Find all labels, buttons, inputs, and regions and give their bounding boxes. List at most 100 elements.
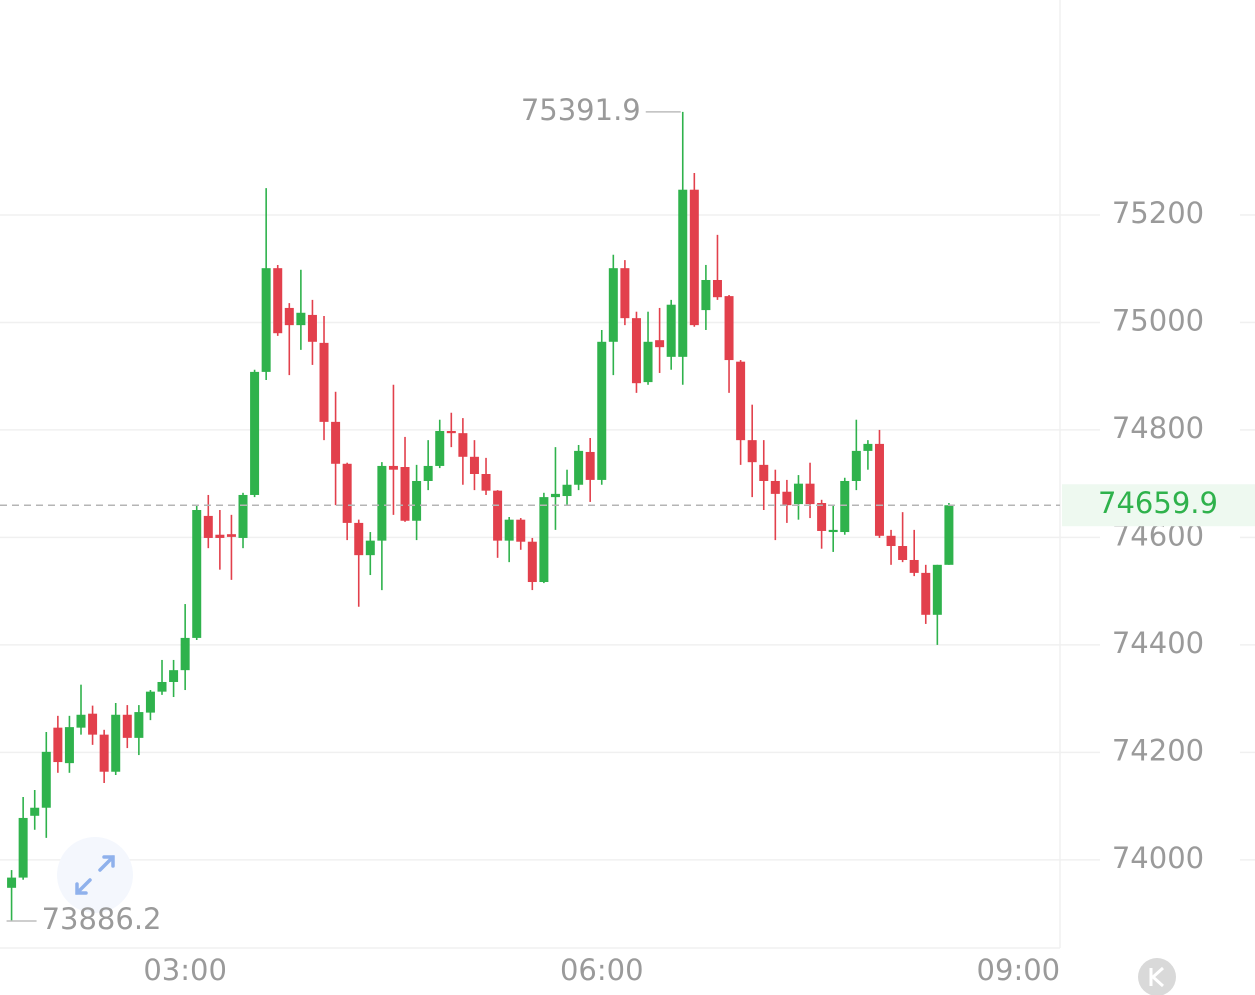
y-tick-label: 74200 — [1112, 733, 1204, 767]
candle-body — [64, 727, 74, 764]
candle-body — [921, 572, 931, 615]
k-button[interactable] — [1138, 958, 1176, 995]
candle-body — [7, 877, 17, 888]
candle-body — [53, 727, 63, 763]
candle-body — [435, 431, 445, 466]
candle-body — [412, 480, 422, 521]
candle-body — [504, 519, 514, 541]
candle-body — [354, 522, 364, 556]
candle-body — [18, 817, 28, 878]
candle-body — [458, 433, 468, 457]
candle-body — [736, 361, 746, 441]
candle-body — [562, 484, 572, 497]
candle-body — [874, 443, 884, 536]
candle-body — [215, 534, 225, 538]
candle-body — [585, 451, 595, 480]
candle-body — [342, 463, 352, 523]
candle-body — [701, 279, 711, 311]
candle-body — [250, 371, 260, 495]
candle-body — [516, 519, 526, 542]
y-tick-label: 74400 — [1112, 626, 1204, 660]
candle-body — [400, 467, 410, 521]
candle-body — [331, 421, 341, 464]
candle-body — [469, 456, 479, 474]
candle-body — [793, 483, 803, 505]
candle-body — [678, 189, 688, 357]
extreme-label: 75391.9 — [521, 93, 641, 127]
candle-body — [631, 318, 641, 384]
candle-body — [747, 440, 757, 463]
candle-body — [365, 540, 375, 556]
candle-body — [608, 268, 618, 342]
candle-body — [759, 464, 769, 481]
x-tick-label: 03:00 — [143, 953, 227, 987]
candle-body — [157, 681, 167, 692]
candle-body — [944, 505, 954, 565]
candle-body — [134, 712, 144, 738]
candle-body — [863, 443, 873, 451]
k-bg — [1138, 958, 1176, 995]
y-tick-label: 74800 — [1112, 411, 1204, 445]
candle-body — [817, 503, 827, 531]
candle-body — [689, 189, 699, 326]
candle-body — [643, 341, 653, 383]
candle-body — [122, 714, 132, 738]
candle-body — [377, 465, 387, 541]
candle-body — [388, 465, 398, 470]
candle-body — [203, 515, 213, 538]
candle-body — [88, 713, 98, 735]
extreme-label: 73886.2 — [42, 902, 162, 936]
candle-body — [851, 450, 861, 481]
candle-body — [539, 497, 549, 583]
candle-body — [886, 535, 896, 547]
x-tick-label: 06:00 — [560, 953, 644, 987]
candle-body — [828, 529, 838, 533]
candle-body — [30, 807, 40, 816]
candle-body — [319, 342, 329, 422]
y-tick-label: 75000 — [1112, 303, 1204, 337]
last-price-label: 74659.9 — [1098, 486, 1218, 520]
candle-body — [238, 494, 248, 538]
candle-body — [192, 510, 202, 638]
candle-body — [597, 341, 607, 480]
candle-body — [770, 480, 780, 494]
candle-body — [180, 637, 190, 671]
candle-body — [261, 268, 271, 372]
candle-body — [932, 564, 942, 615]
candle-body — [909, 559, 919, 573]
candle-body — [574, 450, 584, 485]
candle-body — [99, 734, 109, 772]
y-tick-label: 75200 — [1112, 196, 1204, 230]
expand-icon — [75, 855, 115, 895]
candle-body — [169, 670, 179, 682]
candle-body — [666, 304, 676, 357]
candle-body — [307, 314, 317, 342]
k-icon — [1149, 966, 1165, 988]
x-tick-label: 09:00 — [977, 953, 1061, 987]
candle-body — [481, 474, 491, 491]
candle-body — [423, 465, 433, 481]
candle-body — [296, 312, 306, 326]
candle-body — [111, 714, 121, 772]
candle-body — [273, 268, 283, 334]
candle-body — [805, 483, 815, 505]
candle-body — [550, 493, 560, 498]
candle-body — [724, 296, 734, 361]
last-price-box — [1062, 484, 1255, 527]
candle-body — [76, 714, 86, 728]
candle-body — [41, 751, 51, 808]
candle-body — [898, 546, 908, 560]
expand-button[interactable] — [57, 837, 133, 913]
candle-body — [620, 268, 630, 319]
candle-body — [145, 691, 155, 713]
candle-body — [284, 307, 294, 326]
candle-body — [226, 534, 236, 537]
candle-body — [446, 431, 456, 434]
candle-body — [840, 480, 850, 533]
y-tick-label: 74000 — [1112, 841, 1204, 875]
candle-body — [527, 541, 537, 583]
candle-body — [493, 490, 503, 541]
candle-body — [655, 340, 665, 348]
candle-body — [712, 279, 722, 298]
